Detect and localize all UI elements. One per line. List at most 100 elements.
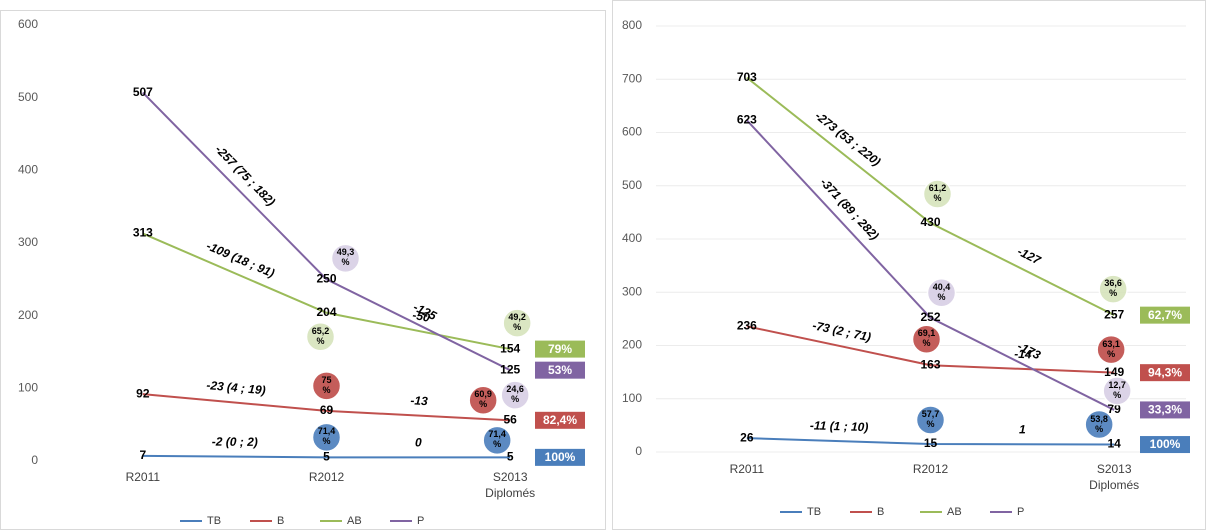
change-label: -11 (1 ; 10) <box>810 418 869 434</box>
data-label: 163 <box>920 357 940 371</box>
data-label: 56 <box>503 412 517 426</box>
x-tick-label: R2011 <box>730 462 765 476</box>
x-tick-label: S2013 <box>1097 462 1132 476</box>
rate-label-box: 53,8 % <box>1090 414 1108 434</box>
rate-label-box: 63,1 % <box>1102 338 1120 359</box>
rate-label-box: 12,7 % <box>1108 379 1126 400</box>
data-label: 26 <box>740 430 754 444</box>
rate-label: 36,6 % <box>1104 278 1122 299</box>
rate-label-box: 75 % <box>321 374 332 395</box>
final-rate: 62,7% <box>1148 308 1182 322</box>
data-label: 154 <box>500 341 520 355</box>
final-rate: 100% <box>1150 437 1181 451</box>
data-label: 313 <box>133 226 153 240</box>
rate-bubble <box>1084 409 1114 440</box>
final-rate: 79% <box>548 342 572 356</box>
series-line <box>746 437 1115 446</box>
data-label: 69 <box>320 403 334 417</box>
rate-label: 24,6 % <box>506 384 524 405</box>
rate-bubble <box>330 243 361 274</box>
y-tick-label: 600 <box>622 125 642 139</box>
data-label: 92 <box>136 386 150 400</box>
data-label: 252 <box>920 310 940 324</box>
rate-label: 75 % <box>321 374 332 395</box>
rate-bubble <box>500 380 530 410</box>
data-label: 5 <box>323 450 330 464</box>
rate-bubble <box>482 425 512 456</box>
final-rate-box <box>535 361 585 379</box>
change-label: -109 (18 ; 91) <box>204 239 276 281</box>
x-axis-sublabel: Diplomés <box>1089 478 1139 492</box>
rate-label: 57,7 % <box>921 409 940 429</box>
rate-bubble <box>1102 376 1132 406</box>
rate-label: 60,9 % <box>474 389 492 410</box>
y-tick-label: 0 <box>31 453 38 467</box>
final-rate-box <box>1140 401 1190 419</box>
rate-label: 63,1 % <box>1102 338 1120 359</box>
legend-label: B <box>277 515 284 527</box>
data-label: 15 <box>924 436 938 450</box>
final-rate-box <box>1140 436 1190 454</box>
rate-bubble <box>922 179 953 209</box>
x-tick-label: R2012 <box>913 462 949 476</box>
rate-bubble <box>311 371 342 401</box>
rate-label-box: 60,9 % <box>474 389 492 410</box>
y-tick-label: 100 <box>622 391 642 405</box>
rate-label-box: 71,4 % <box>317 426 336 447</box>
rate-bubble <box>1096 334 1126 365</box>
change-label: -127 <box>1015 244 1044 268</box>
rate-label: 12,7 % <box>1108 379 1126 400</box>
change-label: 1 <box>1019 422 1026 436</box>
change-label: -371 (89 ; 282) <box>817 175 881 243</box>
y-tick-label: 300 <box>18 235 38 249</box>
rate-bubble <box>926 278 957 308</box>
rate-label-box: 49,3 % <box>336 247 355 268</box>
series-line <box>142 91 511 372</box>
final-rate-box <box>1140 306 1190 324</box>
data-label: 507 <box>133 85 153 99</box>
rate-bubble <box>502 308 532 338</box>
series-line <box>142 393 511 422</box>
x-axis-sublabel: Diplomés <box>485 486 535 500</box>
rate-label: 71,4 % <box>317 426 336 447</box>
rate-label-box: 57,7 % <box>921 409 940 429</box>
y-tick-label: 200 <box>622 338 642 352</box>
legend-label: P <box>1017 506 1024 518</box>
data-label: 430 <box>920 215 940 229</box>
x-tick-label: R2012 <box>309 470 345 484</box>
rate-label-box: 36,6 % <box>1104 278 1122 299</box>
rate-label-box: 69,1 % <box>917 328 936 349</box>
x-tick-label: S2013 <box>493 470 528 484</box>
series-line <box>746 76 1115 317</box>
rate-bubble <box>311 422 342 453</box>
change-label: -13 <box>410 393 428 408</box>
rate-label: 49,3 % <box>336 247 355 268</box>
data-label: 5 <box>507 450 514 464</box>
series-line <box>746 119 1115 411</box>
legend-label: AB <box>347 515 362 527</box>
rate-label: 71,4 % <box>488 429 506 450</box>
x-tick-label: R2011 <box>126 470 161 484</box>
rate-bubble <box>911 324 942 354</box>
final-rate: 82,4% <box>543 413 577 427</box>
rate-label-box: 49,2 % <box>508 312 526 333</box>
series-line <box>746 325 1115 374</box>
y-tick-label: 200 <box>18 308 38 322</box>
rate-bubble <box>915 405 946 435</box>
change-label: 0 <box>415 436 422 450</box>
series-line <box>142 454 511 459</box>
final-rate: 100% <box>545 450 576 464</box>
data-label: 257 <box>1104 307 1124 321</box>
data-label: 703 <box>737 70 757 84</box>
data-label: 236 <box>737 319 757 333</box>
y-tick-label: 700 <box>622 71 642 85</box>
data-label: 623 <box>737 112 757 126</box>
y-tick-label: 400 <box>18 163 38 177</box>
legend-label: AB <box>947 506 962 518</box>
rate-label: 49,2 % <box>508 312 526 333</box>
y-tick-label: 100 <box>18 381 38 395</box>
rate-label: 69,1 % <box>917 328 936 349</box>
final-rate-box <box>535 448 585 466</box>
